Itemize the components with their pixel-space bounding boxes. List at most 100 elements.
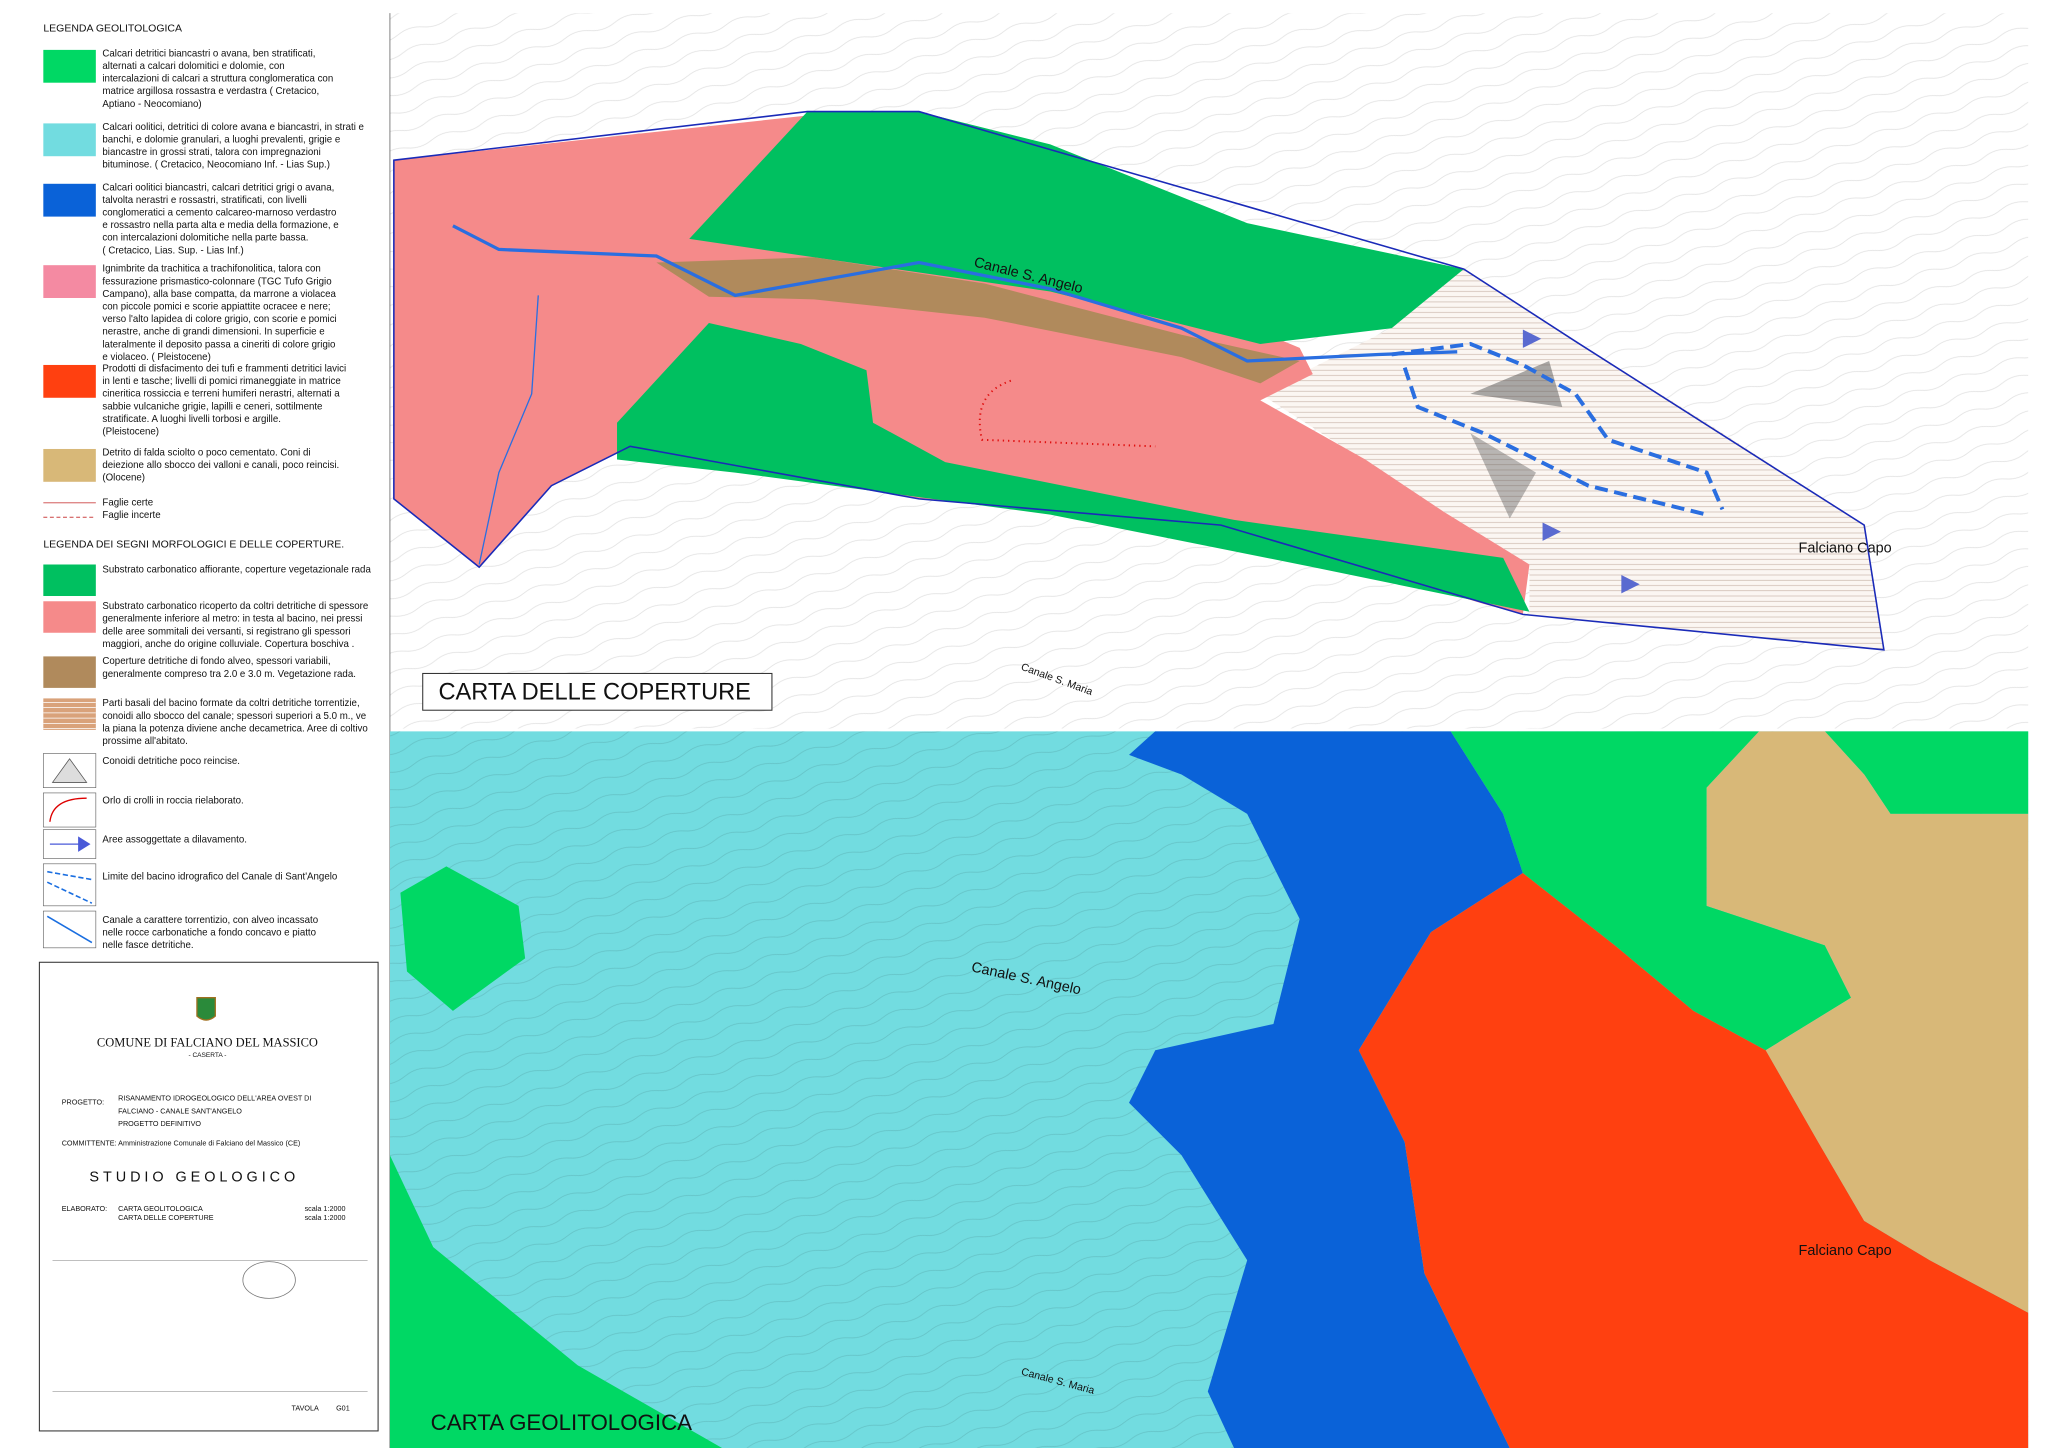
legend-swatch xyxy=(43,265,96,299)
creek-dashed xyxy=(1391,341,1725,517)
stamp xyxy=(242,1261,296,1299)
place-label: Falciano Capo xyxy=(1799,1243,1892,1259)
basin-icon-box xyxy=(42,863,97,907)
legend-text: Canale a carattere torrentizio, con alve… xyxy=(102,915,318,926)
legend-text: delle aree sommitali dei versanti, si re… xyxy=(102,626,350,637)
legend-text: banchi, e dolomie granulari, a luoghi pr… xyxy=(102,135,340,146)
legend-text: Orlo di crolli in roccia rielaborato. xyxy=(102,795,243,806)
crest xyxy=(196,997,216,1021)
fan xyxy=(1470,361,1563,407)
red-unit xyxy=(1358,873,2029,1448)
legend-text: biancastre in grossi strati, talora con … xyxy=(102,147,320,158)
legend-text: Calcari detritici biancastri o avana, be… xyxy=(102,48,315,59)
legend-text: Coperture detritiche di fondo alveo, spe… xyxy=(102,656,330,667)
municipality: COMUNE DI FALCIANO DEL MASSICO xyxy=(97,1036,318,1050)
creek xyxy=(452,224,1458,363)
legend-text: con piccole pomici e scorie appiattite o… xyxy=(102,301,330,312)
project-text: FALCIANO - CANALE SANT'ANGELO xyxy=(118,1106,242,1115)
legend-text: con intercalazioni dolomitiche nella par… xyxy=(102,233,308,244)
client: Amministrazione Comunale di Falciano del… xyxy=(118,1138,300,1147)
legend-text: in lenti e tasche; livelli di pomici rim… xyxy=(102,376,340,387)
scarp-icon xyxy=(49,797,87,822)
creek-branch xyxy=(478,295,539,565)
legend-text: cineritica rossiccia e terreni humiferi … xyxy=(102,389,340,400)
wash-icon xyxy=(49,836,91,852)
sheet-label: TAVOLA xyxy=(291,1404,319,1413)
legend-text: fessurazione prismastico-colonnare (TGC … xyxy=(102,276,331,287)
green-unit xyxy=(1824,731,2029,814)
legend-swatch xyxy=(43,564,96,597)
legend-title: LEGENDA DEI SEGNI MORFOLOGICI E DELLE CO… xyxy=(43,539,344,551)
place-label: Falciano Capo xyxy=(1799,541,1892,557)
scarp-icon-box xyxy=(42,792,97,828)
legend-text: e rossastro nella parta alta e media del… xyxy=(102,220,338,231)
legend-text: (Olocene) xyxy=(102,473,145,484)
legend-text: maggiori, anche do origine colluviale. C… xyxy=(102,639,354,650)
sheet-number: G01 xyxy=(336,1404,350,1413)
map-title: CARTA DELLE COPERTURE xyxy=(438,679,750,705)
legend-text: Prodotti di disfacimento dei tufi e fram… xyxy=(102,363,346,374)
drawing-label: ELABORATO: xyxy=(62,1204,107,1213)
project-label: PROGETTO: xyxy=(62,1098,104,1107)
geolithology-map xyxy=(389,731,2029,1448)
legend-text: Aptiano - Neocomiano) xyxy=(102,99,201,110)
legend-text: ( Cretacico, Lias. Sup. - Lias Inf.) xyxy=(102,245,243,256)
legend-swatch xyxy=(43,601,96,633)
legend-text: sabbie vulcaniche grigie, lapilli e cene… xyxy=(102,401,322,412)
legend-text: lateralmente il deposito passa a cinerit… xyxy=(102,339,335,350)
legend-text: Parti basali del bacino formate da coltr… xyxy=(102,698,359,709)
drawing-name: CARTA DELLE COPERTURE xyxy=(118,1213,214,1222)
project-text: RISANAMENTO IDROGEOLOGICO DELL'AREA OVES… xyxy=(118,1094,311,1103)
wash-arrow xyxy=(1542,522,1561,541)
legend-text: stratificate. A luoghi livelli torbosi e… xyxy=(102,414,281,425)
study-title: STUDIO GEOLOGICO xyxy=(89,1169,299,1185)
legend-title: LEGENDA GEOLITOLOGICA xyxy=(43,23,182,35)
legend-text: Calcari oolitici biancastri, calcari det… xyxy=(102,182,334,193)
province: - CASERTA - xyxy=(188,1052,226,1059)
legend-text: e violaceo. ( Pleistocene) xyxy=(102,352,210,363)
legend-fault-text: Faglie certe xyxy=(102,497,153,508)
legend-text: Calcari oolitici, detritici di colore av… xyxy=(102,122,364,133)
legend-text: Limite del bacino idrografico del Canale… xyxy=(102,872,337,883)
legend-text: verso l'alto lapidea di colore grigio, c… xyxy=(102,314,336,325)
legend-text: Ignimbrite da trachitica a trachifonolit… xyxy=(102,264,320,275)
legend-text: generalmente inferiore al metro: in test… xyxy=(102,614,362,625)
legend: LEGENDA GEOLITOLOGICA Calcari detritici b… xyxy=(42,23,371,951)
legend-text: Campano), alla base compatta, da marrone… xyxy=(102,289,336,300)
blue-unit xyxy=(1129,731,1523,1448)
green-unit xyxy=(1450,731,1852,1051)
legend-text: matrice argillosa rossastra e verdastra … xyxy=(102,86,319,97)
drawing-name: CARTA GEOLITOLOGICA xyxy=(118,1204,203,1213)
drawing-scale: scala 1:2000 xyxy=(305,1213,346,1222)
project-text: PROGETTO DEFINITIVO xyxy=(118,1119,201,1128)
title-block: COMUNE DI FALCIANO DEL MASSICO - CASERTA … xyxy=(38,961,379,1432)
legend-swatch xyxy=(43,656,96,688)
tan-unit xyxy=(1706,731,2029,1313)
outcrop-upper xyxy=(689,111,1464,344)
wash-arrow xyxy=(1621,574,1640,594)
legend-swatch xyxy=(43,123,96,157)
legend-text: (Pleistocene) xyxy=(102,426,159,437)
legend-text: nerastre, anche di grandi dimensioni. In… xyxy=(102,327,324,338)
green-unit xyxy=(400,866,526,1011)
legend-text: conoidi allo sbocco del canale; spessori… xyxy=(102,711,366,722)
legend-text: Detrito di falda sciolto o poco cementat… xyxy=(102,447,310,458)
map-title-box xyxy=(422,672,773,711)
legend-text: la piana la potenza diviene anche decame… xyxy=(102,723,367,734)
legend-fault-text: Faglie incerte xyxy=(102,510,160,521)
legend-text: nelle fasce detritiche. xyxy=(102,940,193,951)
title-block-frame xyxy=(38,961,379,1432)
coverage-map xyxy=(389,13,2029,729)
legend-text: talvolta nerastri e rossastri, stratific… xyxy=(102,195,306,206)
fan xyxy=(1470,433,1536,519)
legend-swatch xyxy=(43,364,96,398)
legend-swatch xyxy=(43,698,96,730)
legend-text: Substrato carbonatico ricoperto da coltr… xyxy=(102,601,368,612)
colluvial-cover xyxy=(393,115,1530,615)
legend-swatch xyxy=(43,448,96,482)
client-label: COMMITTENTE: xyxy=(62,1138,117,1147)
drawing-scale: scala 1:2000 xyxy=(305,1204,346,1213)
basin-icon xyxy=(46,870,93,904)
legend-text: conglomeratici a cemento calcareo-marnos… xyxy=(102,207,336,218)
